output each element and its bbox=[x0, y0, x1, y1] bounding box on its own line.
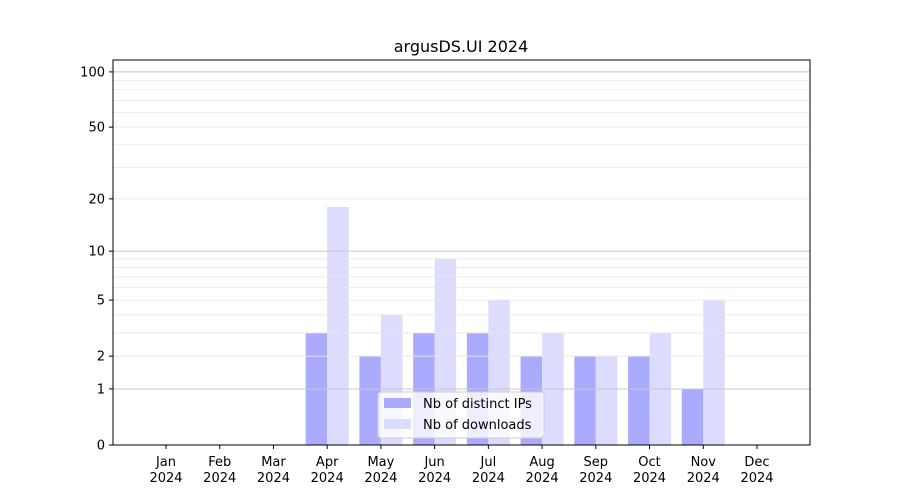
bar-nb-of-distinct-ips bbox=[359, 356, 381, 445]
y-tick-label: 2 bbox=[97, 350, 105, 365]
x-tick-label: Jan 2024 bbox=[149, 455, 182, 486]
chart-title: argusDS.UI 2024 bbox=[394, 37, 529, 56]
bar-nb-of-downloads bbox=[703, 300, 725, 445]
x-tick-label: Aug 2024 bbox=[526, 455, 559, 486]
legend-label: Nb of distinct IPs bbox=[423, 397, 532, 412]
x-tick-label: May 2024 bbox=[364, 455, 397, 486]
legend-swatch bbox=[384, 419, 411, 429]
x-tick-label: Nov 2024 bbox=[687, 455, 720, 486]
y-tick-label: 1 bbox=[97, 382, 105, 397]
legend-label: Nb of downloads bbox=[423, 418, 532, 433]
bar-nb-of-distinct-ips bbox=[628, 356, 650, 445]
y-tick-label: 50 bbox=[88, 121, 105, 136]
y-tick-label: 100 bbox=[80, 65, 105, 80]
bar-nb-of-distinct-ips bbox=[681, 388, 704, 445]
x-tick-label: Jul 2024 bbox=[472, 455, 505, 486]
y-tick-label: 5 bbox=[97, 294, 105, 309]
y-tick-label: 20 bbox=[88, 192, 105, 207]
y-tick-label: 10 bbox=[88, 245, 105, 260]
y-tick-label: 0 bbox=[97, 439, 105, 454]
x-tick-label: Sep 2024 bbox=[579, 455, 612, 486]
bar-nb-of-downloads bbox=[595, 356, 618, 445]
x-tick-label: Dec 2024 bbox=[740, 455, 773, 486]
x-tick-label: Mar 2024 bbox=[257, 455, 290, 486]
legend-box bbox=[377, 391, 545, 439]
x-tick-label: Jun 2024 bbox=[418, 455, 451, 486]
bar-nb-of-downloads bbox=[327, 206, 349, 445]
plot-frame bbox=[112, 59, 811, 446]
legend: Nb of distinct IPs Nb of downloads bbox=[377, 391, 545, 439]
bar-nb-of-distinct-ips bbox=[574, 356, 596, 445]
legend-swatch bbox=[384, 398, 411, 408]
x-tick-label: Apr 2024 bbox=[311, 455, 344, 486]
x-tick-label: Feb 2024 bbox=[203, 455, 236, 486]
x-tick-label: Oct 2024 bbox=[633, 455, 666, 486]
